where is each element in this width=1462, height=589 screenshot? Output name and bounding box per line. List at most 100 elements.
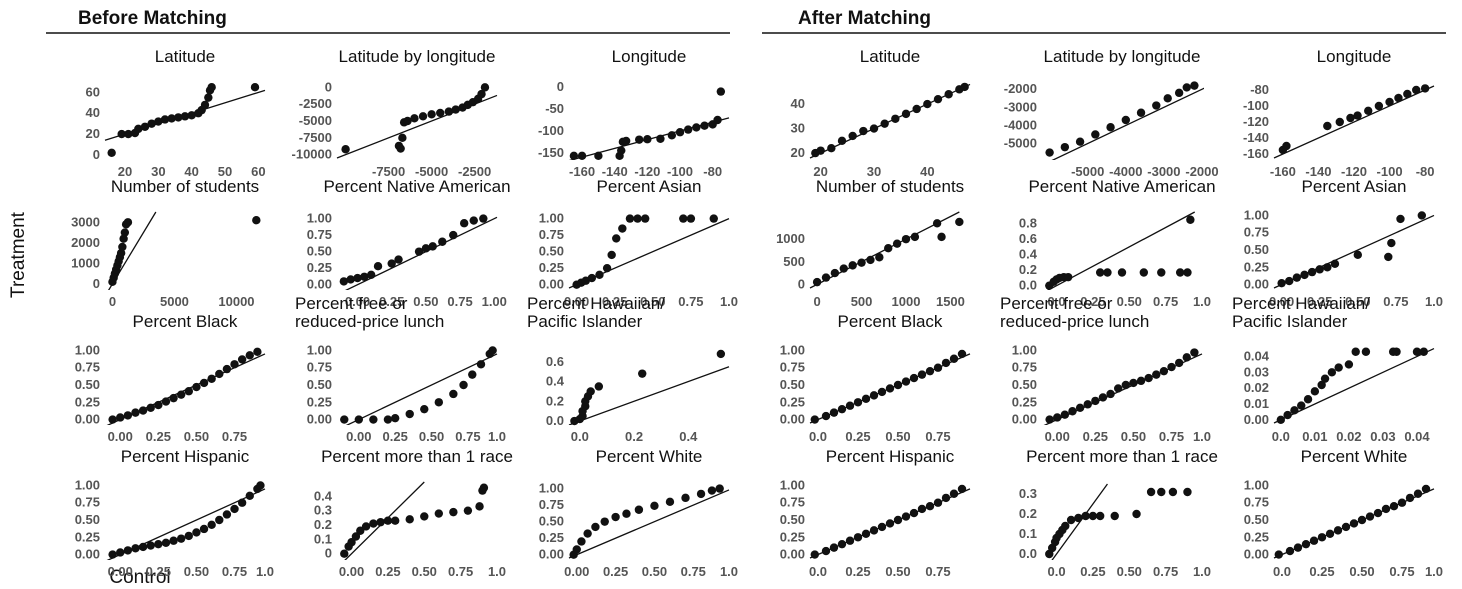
facet-title: Percent Asian	[597, 177, 702, 196]
y-tick-label: -2000	[1004, 81, 1037, 96]
data-point	[475, 502, 484, 511]
data-point	[147, 119, 156, 128]
x-tick-label: 1.0	[488, 429, 506, 444]
data-point	[859, 126, 868, 136]
facet-after-5: Percent Native American0.00.20.40.60.80.…	[1019, 177, 1216, 309]
y-tick-label: 0.25	[1244, 529, 1269, 544]
data-point	[123, 411, 133, 420]
data-point	[650, 501, 659, 510]
x-tick-label: 1.0	[1425, 564, 1443, 579]
y-tick-label: 0.50	[780, 377, 805, 392]
facet-title: Number of students	[111, 177, 259, 196]
facet-before-5: Percent Native American0.000.250.500.751…	[307, 177, 511, 309]
y-tick-label: 0.75	[539, 227, 564, 242]
data-point	[1167, 362, 1176, 372]
data-point	[451, 105, 460, 114]
facet-before-4: Number of students 0 1000 2000 3000 0 5000 1000…	[71, 177, 261, 309]
facet-title: Percent more than 1 race	[1026, 447, 1218, 466]
data-point	[617, 146, 626, 155]
data-point	[477, 89, 486, 99]
data-point	[1182, 353, 1191, 362]
y-tick-label: 0.75	[780, 360, 805, 375]
data-point	[901, 512, 911, 521]
data-point	[1323, 263, 1332, 272]
x-tick-label: 40	[184, 164, 198, 179]
x-tick-label: 0.25	[1309, 564, 1334, 579]
y-tick-label: 1.00	[307, 342, 332, 357]
facet-title-line: Percent Hawaiian/	[1232, 294, 1370, 313]
data-point	[1276, 415, 1286, 425]
data-point	[131, 408, 140, 417]
facet-after-11: Percent more than 1 race 0.0 0.1 0.2 0.3 0.0 0…	[1019, 447, 1218, 579]
x-tick-label: -160	[569, 164, 595, 179]
data-point	[176, 390, 186, 399]
data-point	[901, 234, 911, 244]
x-tick-label: 0.75	[1153, 294, 1178, 309]
y-tick-label: 500	[783, 254, 805, 269]
data-point	[1075, 403, 1085, 412]
data-point	[587, 273, 597, 283]
data-point	[463, 506, 473, 515]
data-point	[250, 83, 260, 92]
data-point	[665, 497, 675, 507]
data-point	[1374, 101, 1384, 111]
facet-title-line: Pacific Islander	[527, 312, 643, 331]
data-point	[816, 146, 825, 155]
data-point	[479, 483, 489, 492]
data-point	[361, 522, 371, 531]
y-tick-label: 0.25	[539, 260, 564, 275]
y-tick-label: 1.00	[1012, 342, 1037, 357]
x-tick-label: 0.0	[1272, 429, 1290, 444]
data-point	[387, 259, 396, 268]
data-point	[390, 413, 400, 423]
data-point	[199, 524, 209, 534]
data-point	[866, 255, 875, 265]
x-tick-label: 1000	[892, 294, 921, 309]
data-point	[1182, 83, 1191, 92]
x-tick-label: 0.50	[184, 564, 209, 579]
facet-title-line: Percent Black	[838, 312, 943, 331]
data-point	[138, 406, 148, 415]
data-point	[120, 228, 130, 237]
data-point	[207, 520, 216, 530]
data-point	[116, 548, 125, 557]
x-tick-label: 0.75	[681, 564, 706, 579]
x-tick-label: 0.01	[1302, 429, 1327, 444]
data-point	[1061, 521, 1070, 531]
data-point	[1083, 400, 1092, 409]
x-tick-label: 0.25	[845, 429, 870, 444]
facet-after-12: Percent White 0.00 0.25 0.50 0.75 1.00 0.0 0.25…	[1244, 447, 1443, 579]
data-point	[1068, 407, 1077, 416]
data-point	[577, 537, 586, 546]
data-point	[1403, 89, 1412, 99]
data-point	[618, 224, 627, 233]
x-tick-label: 1.0	[720, 564, 738, 579]
data-point	[893, 380, 903, 390]
data-point	[1387, 238, 1396, 248]
data-point	[108, 415, 117, 424]
data-point	[1045, 415, 1054, 424]
y-tick-label: -160	[1243, 146, 1269, 161]
data-point	[1190, 81, 1199, 90]
data-point	[830, 268, 840, 278]
data-point	[910, 232, 920, 242]
panel-title-after: After Matching	[798, 8, 931, 29]
x-tick-label: 0.25	[375, 564, 400, 579]
data-point	[1186, 215, 1195, 224]
y-tick-label: 0.2	[546, 393, 564, 408]
data-point	[837, 404, 847, 414]
data-point	[572, 545, 581, 554]
x-tick-label: 1.0	[1425, 294, 1443, 309]
data-point	[821, 546, 831, 556]
facet-title-line: Percent Native American	[1028, 177, 1215, 196]
reference-line	[809, 83, 971, 159]
data-point	[1419, 347, 1428, 356]
data-point	[353, 273, 362, 283]
data-point	[245, 491, 254, 501]
data-point	[369, 519, 378, 528]
data-point	[1317, 380, 1326, 390]
facet-title: Longitude	[1317, 47, 1392, 66]
data-point	[944, 90, 953, 99]
facet-title-line: Percent Asian	[597, 177, 702, 196]
facet-title-line: Latitude	[155, 47, 216, 66]
